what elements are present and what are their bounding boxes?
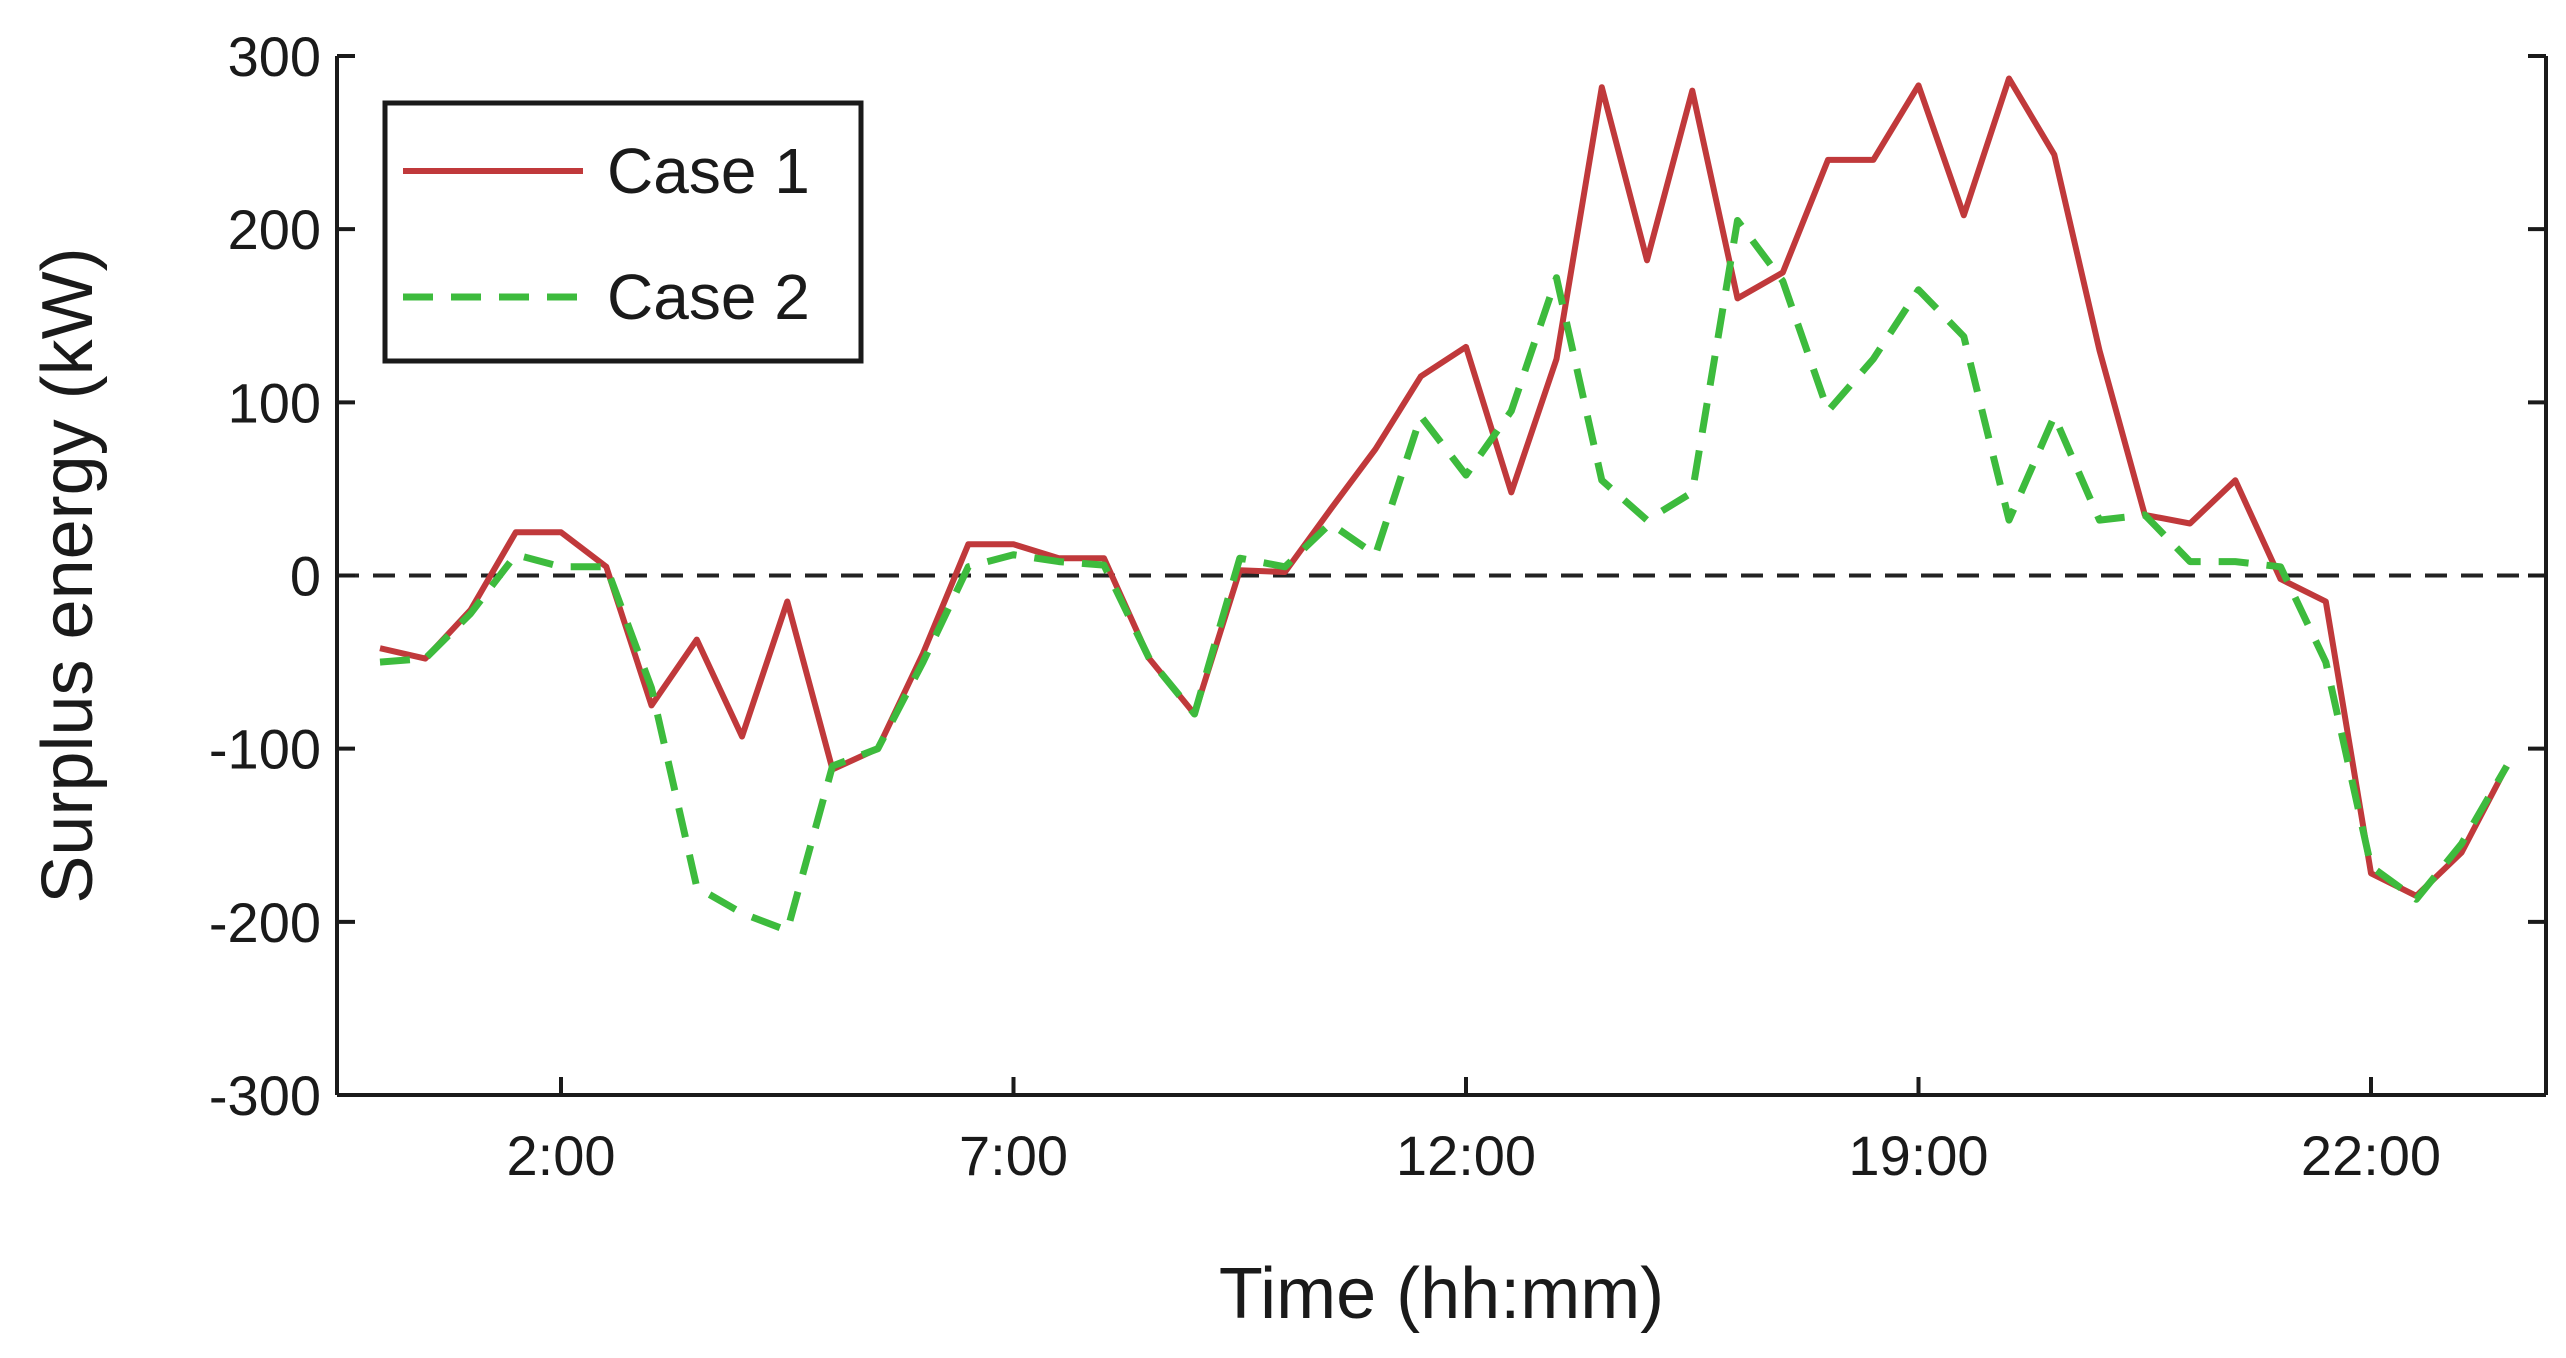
y-tick-label: 200 [228, 198, 321, 261]
y-tick-label: 0 [290, 545, 321, 608]
series-layer [379, 75, 2510, 934]
y-tick-label: -300 [209, 1064, 321, 1127]
y-tick-label: 100 [228, 371, 321, 434]
x-tick-label: 22:00 [2301, 1124, 2441, 1187]
x-tick-label: 12:00 [1396, 1124, 1536, 1187]
series-line-case-1 [379, 75, 2510, 899]
legend-label-case-1: Case 1 [607, 135, 810, 207]
x-tick-label: 19:00 [1848, 1124, 1988, 1187]
y-tick-label: 300 [228, 25, 321, 88]
x-tick-label: 2:00 [507, 1124, 616, 1187]
legend: Case 1 Case 2 [382, 100, 864, 364]
legend-label-case-2: Case 2 [607, 261, 810, 333]
y-tick-label: -200 [209, 891, 321, 954]
series-line-case-2 [379, 217, 2510, 934]
ticks-layer: -300 -200 -100 0 100 200 300 2:00 7:00 12:00 19:00… [209, 25, 2546, 1187]
y-tick-label: -100 [209, 718, 321, 781]
x-tick-label: 7:00 [959, 1124, 1068, 1187]
y-axis-title: Surplus energy (kW) [28, 247, 108, 903]
legend-box [382, 100, 864, 364]
x-axis-title: Time (hh:mm) [1219, 1254, 1664, 1334]
